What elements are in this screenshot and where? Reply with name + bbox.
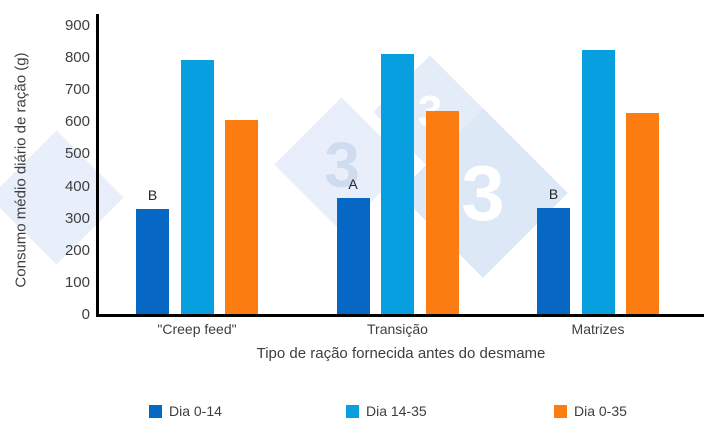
y-tick-label: 500 xyxy=(64,145,90,163)
bar-dia-0-14-group3 xyxy=(537,208,570,315)
y-tick-label: 300 xyxy=(64,209,90,227)
y-axis-title: Consumo médio diário de ração (g) xyxy=(12,52,30,288)
legend-item: Dia 14-35 xyxy=(346,403,427,419)
category-label: Matrizes xyxy=(571,321,625,337)
bar-dia-0-14-group2 xyxy=(336,197,370,315)
category-label: Transição xyxy=(367,321,428,337)
category-label: "Creep feed" xyxy=(157,321,237,337)
bar-dia-0-14-group1 xyxy=(136,209,169,315)
x-axis-title: Tipo de ração fornecida antes do desmame xyxy=(256,345,546,362)
y-axis-line xyxy=(96,14,99,317)
significance-letter: A xyxy=(348,175,358,192)
significance-letter: B xyxy=(147,187,158,204)
y-tick-label: 600 xyxy=(64,113,90,131)
significance-letter: B xyxy=(548,186,559,203)
legend-label: Dia 0-35 xyxy=(574,403,627,419)
x-axis-line xyxy=(96,314,704,317)
legend-label: Dia 0-14 xyxy=(169,403,222,419)
bar-dia-0-35-group1 xyxy=(225,120,258,315)
y-tick-label: 800 xyxy=(64,49,90,67)
legend-swatch xyxy=(554,404,567,418)
legend-swatch xyxy=(346,404,359,418)
y-tick-label: 100 xyxy=(64,273,90,291)
y-tick-label: 200 xyxy=(64,241,90,259)
legend-label: Dia 14-35 xyxy=(366,403,427,419)
y-tick-label: 400 xyxy=(64,177,90,195)
bar-dia-0-35-group3 xyxy=(626,113,659,315)
y-tick-label: 900 xyxy=(64,17,90,34)
legend-swatch xyxy=(149,404,162,418)
bar-dia-14-35-group1 xyxy=(180,59,214,315)
y-tick-label: 700 xyxy=(64,81,90,99)
legend-item: Dia 0-35 xyxy=(554,403,627,419)
bar-dia-14-35-group2 xyxy=(381,54,414,315)
watermark-digit-3: 3 xyxy=(324,129,360,201)
legend-item: Dia 0-14 xyxy=(149,403,222,419)
bar-dia-14-35-group3 xyxy=(581,50,615,315)
y-tick-label: 0 xyxy=(81,306,90,323)
bar-dia-0-35-group2 xyxy=(425,111,459,315)
watermark-digit-3: 3 xyxy=(461,149,505,237)
